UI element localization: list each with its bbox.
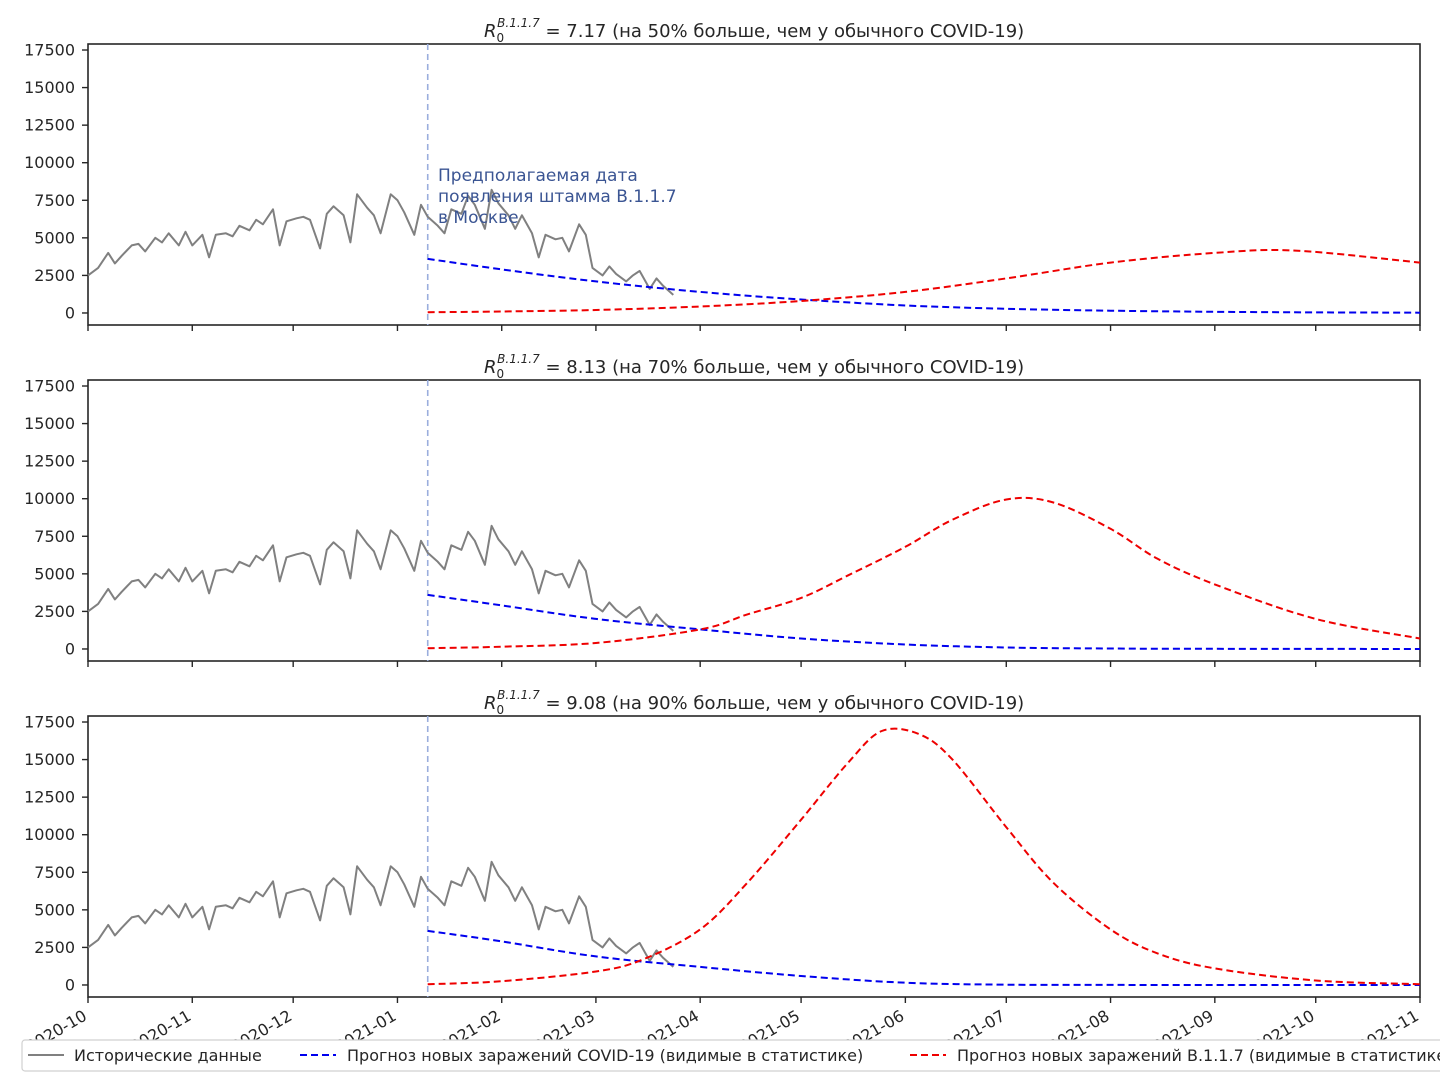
plot-frame [87, 379, 1421, 662]
y-tick-label: 2500 [34, 938, 75, 957]
annotation-line: в Москве [438, 208, 519, 228]
y-tick-label: 10000 [24, 825, 75, 844]
series-covid-forecast [427, 257, 1421, 314]
plot-frame [87, 43, 1421, 326]
y-tick-label: 5000 [34, 228, 75, 247]
y-tick-label: 12500 [24, 452, 75, 471]
panel-title: R0B.1.1.7 = 9.08 (на 90% больше, чем у о… [484, 688, 1024, 717]
y-tick-label: 15000 [24, 78, 75, 97]
series-variant-forecast [427, 249, 1421, 314]
y-tick-label: 17500 [24, 377, 75, 396]
series-covid-forecast [427, 593, 1421, 650]
y-tick-label: 12500 [24, 116, 75, 135]
y-tick-label: 5000 [34, 564, 75, 583]
annotation-line: Предполагаемая дата [438, 166, 638, 186]
panel-title: R0B.1.1.7 = 8.13 (на 70% больше, чем у о… [484, 352, 1024, 381]
legend-label: Исторические данные [74, 1046, 262, 1065]
panel-title: R0B.1.1.7 = 7.17 (на 50% больше, чем у о… [484, 16, 1024, 45]
y-tick-label: 7500 [34, 863, 75, 882]
annotation-line: появления штамма В.1.1.7 [438, 187, 677, 207]
y-tick-label: 2500 [34, 266, 75, 285]
y-tick-label: 7500 [34, 191, 75, 210]
panel-2: 0 2500 5000 7500 10000 12500 15000 17500 R0B.1.1… [24, 352, 1421, 667]
panel-1: 0 2500 5000 7500 10000 12500 15000 17500 R0B.1.1… [24, 16, 1421, 331]
series-covid-forecast [427, 929, 1420, 987]
plot-frame [87, 715, 1421, 998]
y-tick-label: 2500 [34, 602, 75, 621]
legend: Исторические данные Прогноз новых заражен… [21, 1039, 1440, 1072]
legend-label: Прогноз новых заражений В.1.1.7 (видимые… [957, 1046, 1440, 1065]
y-tick-label: 17500 [24, 41, 75, 60]
panel-3: 0 2500 5000 7500 10000 12500 15000 17500 R0B.1.1… [23, 688, 1422, 1056]
y-tick-label: 0 [65, 639, 75, 658]
series-historical [87, 188, 674, 296]
y-tick-label: 12500 [24, 788, 75, 807]
legend-frame [21, 1039, 1440, 1072]
y-tick-label: 10000 [24, 489, 75, 508]
y-tick-label: 15000 [24, 414, 75, 433]
series-historical [87, 860, 674, 968]
y-tick-label: 17500 [24, 713, 75, 732]
y-tick-label: 15000 [24, 750, 75, 769]
y-tick-label: 0 [65, 975, 75, 994]
legend-label: Прогноз новых заражений COVID-19 (видимы… [347, 1046, 863, 1065]
y-tick-label: 7500 [34, 527, 75, 546]
y-tick-label: 5000 [34, 900, 75, 919]
series-variant-forecast [427, 496, 1421, 650]
series-historical [87, 524, 674, 632]
y-tick-label: 10000 [24, 153, 75, 172]
series-variant-forecast [427, 727, 1421, 986]
y-tick-label: 0 [65, 303, 75, 322]
